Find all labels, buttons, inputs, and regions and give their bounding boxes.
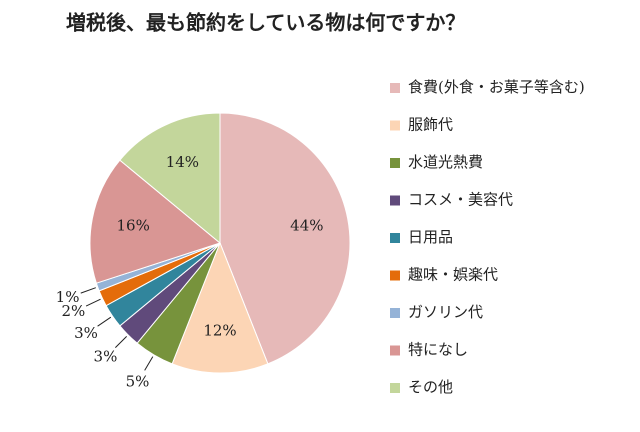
legend-swatch [390,270,400,281]
leader-line [80,287,96,294]
legend-label: 特になし [408,341,468,359]
legend-swatch [390,233,400,243]
legend-swatch [390,383,400,393]
legend-label: 水道光熱費 [408,153,483,171]
legend-label: 服飾代 [408,116,453,134]
legend-label: コスメ・美容代 [408,191,513,209]
pie-slice [119,112,221,245]
legend-swatch [390,308,400,318]
data-label: 16% [116,216,149,234]
legend-swatch [390,345,400,356]
data-label: 14% [166,153,199,171]
leader-line [114,335,128,349]
data-label: 3% [94,348,118,366]
legend-label: その他 [408,378,453,396]
legend-label: 日用品 [408,228,453,246]
data-label: 2% [62,302,86,320]
pie-slice [219,112,351,365]
leader-line [85,298,101,307]
legend-label: ガソリン代 [408,303,483,321]
legend-swatch [390,158,400,168]
pie-slice [171,241,269,374]
leader-line [97,316,112,327]
legend-swatch [390,195,400,206]
data-label: 12% [203,321,236,339]
legend-swatch [390,120,400,131]
data-label: 44% [290,216,323,234]
chart-title: 増税後、最も節約をしている物は何ですか？ [66,11,465,35]
legend-label: 食費(外食・お菓子等含む) [408,78,585,96]
data-label: 3% [74,324,98,342]
legend-label: 趣味・娯楽代 [408,266,498,284]
data-label: 1% [56,288,80,306]
data-label: 5% [126,372,150,390]
legend-swatch [390,83,400,93]
leader-line [144,356,154,371]
pie-slice [89,159,222,284]
